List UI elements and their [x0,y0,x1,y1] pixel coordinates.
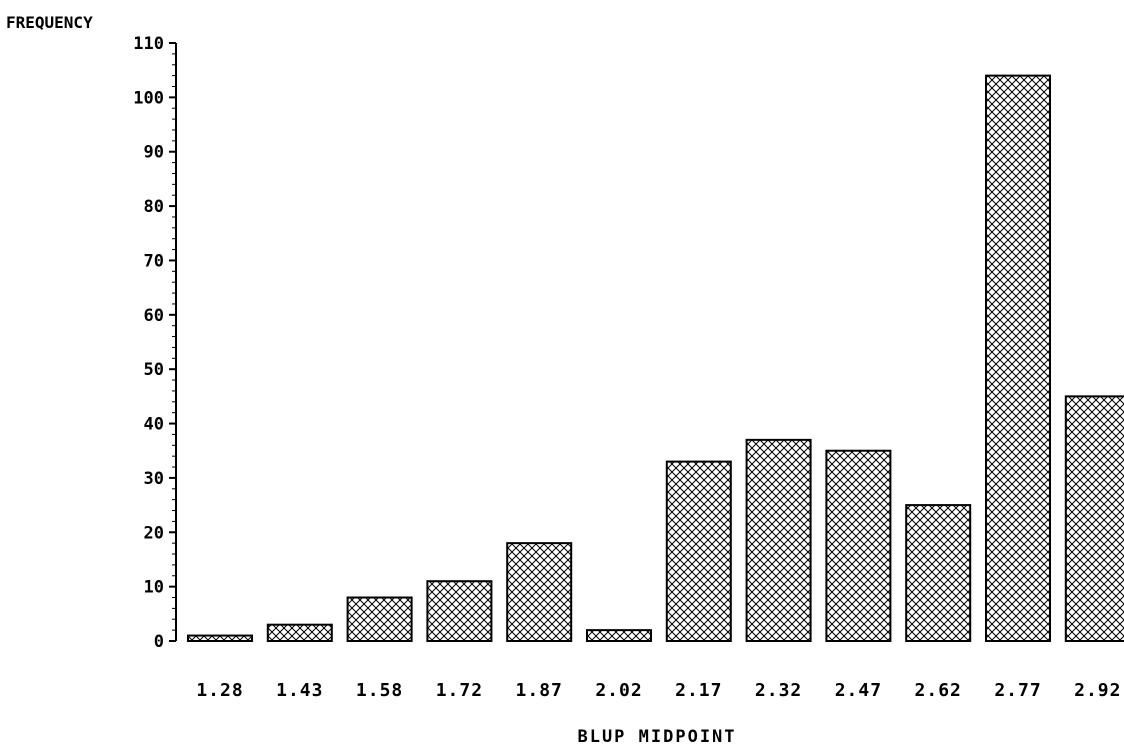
bar-2.47 [825,449,892,642]
x-tick-label: 2.47 [835,680,882,701]
x-tick-label: 1.72 [436,680,483,701]
y-axis: 0 10 20 30 40 50 60 70 80 90 100 110 [133,34,177,652]
bar-1.28 [187,634,253,643]
bar-2.62 [905,504,972,642]
y-tick-label: 0 [154,632,164,652]
x-axis-title: BLUP MIDPOINT [577,727,736,747]
bar-1.72 [426,580,493,643]
x-tick-label: 1.87 [516,680,563,701]
y-tick-label: 10 [144,578,164,598]
x-tick-label: 1.43 [276,680,323,701]
y-tick-label: 70 [144,251,164,271]
y-tick-label: 110 [133,34,164,54]
x-tick-label: 2.02 [595,680,642,701]
x-tick-label: 1.58 [356,680,403,701]
bar-1.58 [346,596,413,643]
y-tick-label: 40 [144,415,164,435]
y-tick-label: 30 [144,469,164,489]
x-tick-label: 2.62 [915,680,962,701]
x-tick-label: 2.32 [755,680,802,701]
bars [187,74,1124,643]
bar-1.87 [506,542,573,642]
y-tick-label: 100 [133,88,164,108]
bar-2.32 [745,438,812,643]
y-axis-title: FREQUENCY [6,13,93,32]
bar-2.92 [1064,395,1124,643]
x-tick-label: 1.28 [196,680,243,701]
y-tick-label: 50 [144,360,164,380]
x-tick-label: 2.92 [1074,680,1121,701]
y-tick-label: 20 [144,523,164,543]
x-tick-label: 2.17 [675,680,722,701]
y-tick-label: 90 [144,143,164,163]
bar-2.77 [985,74,1051,643]
x-axis-tick-labels: 1.28 1.43 1.58 1.72 1.87 2.02 2.17 2.32 2.47 2.62… [196,680,1121,701]
y-tick-label: 80 [144,197,164,217]
bar-2.02 [586,629,652,642]
bar-1.43 [266,623,333,643]
x-tick-label: 2.77 [994,680,1041,701]
y-tick-label: 60 [144,306,164,326]
bar-2.17 [665,460,732,642]
